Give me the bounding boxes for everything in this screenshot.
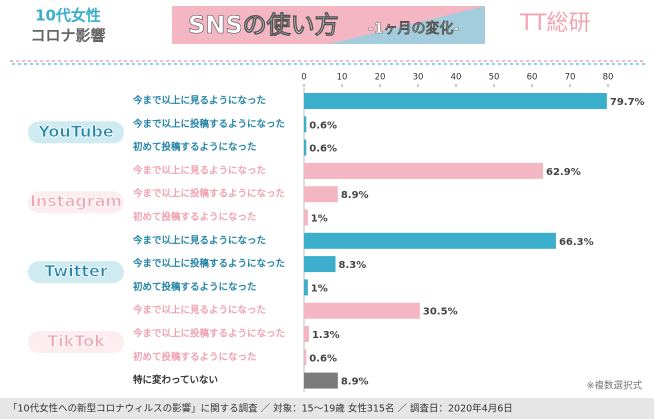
brand: TT総研 — [519, 11, 591, 36]
value-label: 0.6% — [309, 120, 337, 131]
group-label-bg — [28, 331, 124, 353]
chart-title: SNSの使い方 — [188, 11, 339, 39]
bar — [304, 209, 308, 226]
value-label: 62.9% — [546, 167, 581, 178]
bar — [304, 93, 607, 109]
chart-subtitle: -1ヶ月の変化- — [368, 20, 460, 37]
group-label: Twitter — [44, 262, 108, 281]
bar — [304, 256, 336, 273]
x-tick-label: 50 — [489, 73, 500, 83]
value-label: 66.3% — [559, 237, 594, 248]
bar — [304, 372, 338, 389]
category-label: 初めて投稿するようになった — [133, 141, 257, 153]
bar — [304, 162, 544, 179]
x-tick-label: 80 — [603, 73, 614, 83]
note: ※複数選択式 — [587, 380, 643, 392]
group-label: TikTok — [47, 332, 105, 351]
value-label: 30.5% — [423, 307, 458, 318]
x-tick-label: 0 — [301, 73, 306, 83]
value-label: 1% — [311, 214, 328, 225]
group-label: Instagram — [30, 192, 122, 211]
value-label: 1% — [311, 283, 328, 294]
title-box-accent — [172, 6, 485, 44]
x-tick-label: 60 — [527, 73, 538, 83]
source: 「10代女性への新型コロナウィルスの影響」に関する調査 ／ 対象：15〜19歳 … — [8, 403, 513, 415]
bar — [304, 139, 307, 156]
group-label-bg — [28, 261, 124, 284]
value-label: 0.6% — [309, 353, 337, 364]
category-label: 今まで以上に見るようになった — [132, 95, 266, 107]
footer-bg — [0, 398, 654, 419]
category-label: 今まで以上に見るようになった — [132, 164, 266, 176]
category-label: 初めて投稿するようになった — [133, 281, 257, 293]
bar — [304, 116, 307, 133]
category-label: 今まで以上に投稿するようになった — [132, 188, 285, 200]
category-label: 今まで以上に投稿するようになった — [132, 258, 285, 270]
group-label-bg — [28, 191, 124, 214]
category-label: 初めて投稿するようになった — [133, 351, 257, 363]
x-tick-label: 30 — [413, 73, 424, 83]
value-label: 0.6% — [309, 144, 337, 155]
category-label: 今まで以上に投稿するようになった — [132, 118, 285, 130]
value-label: 8.9% — [341, 190, 369, 201]
bar — [304, 232, 556, 249]
bar — [304, 326, 309, 342]
bar — [304, 279, 308, 296]
bar — [304, 186, 338, 203]
category-label: 今まで以上に投稿するようになった — [132, 328, 285, 340]
x-tick-label: 20 — [375, 73, 386, 83]
group-label-bg — [28, 121, 124, 144]
category-label: 今まで以上に見るようになった — [132, 234, 266, 246]
x-tick-label: 40 — [451, 73, 462, 83]
x-tick-label: 70 — [565, 73, 576, 83]
logo-line1: 10代女性 — [35, 7, 101, 25]
bar — [304, 302, 420, 319]
bar — [304, 349, 307, 366]
value-label: 8.3% — [339, 260, 367, 271]
category-label: 特に変わっていない — [133, 374, 218, 386]
group-label: YouTube — [37, 122, 114, 141]
value-label: 79.7% — [610, 97, 645, 108]
logo-line2: コロナ影響 — [30, 27, 105, 45]
value-label: 8.9% — [341, 377, 369, 388]
x-tick-label: 10 — [337, 73, 348, 83]
value-label: 1.3% — [312, 330, 340, 341]
category-label: 初めて投稿するようになった — [133, 211, 257, 223]
category-label: 今まで以上に見るようになった — [132, 304, 266, 316]
